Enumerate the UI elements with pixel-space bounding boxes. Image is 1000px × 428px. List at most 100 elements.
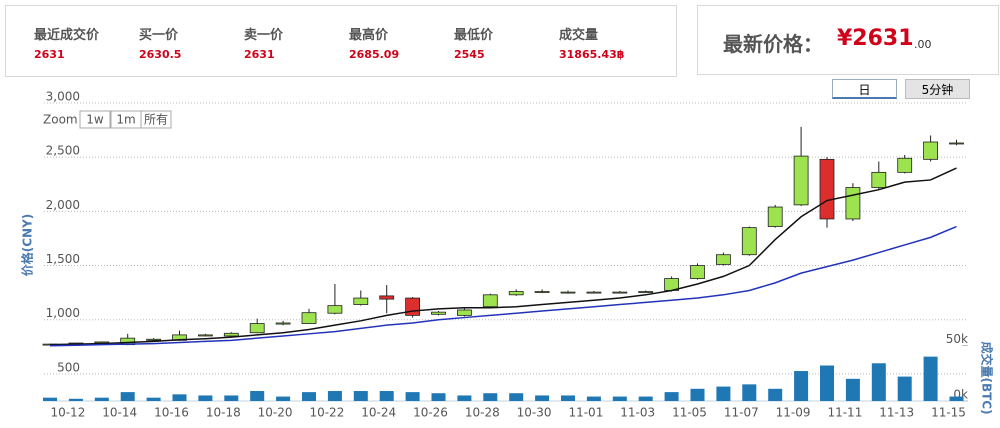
x-tick-label: 10-22 (309, 406, 344, 420)
candle-body (793, 155, 809, 206)
x-tick-label: 11-07 (724, 406, 759, 420)
candle-body (845, 187, 861, 220)
candle-body (638, 291, 654, 293)
x-tick-label: 10-28 (465, 406, 500, 420)
candle-body (741, 227, 757, 256)
volume-bar (612, 396, 627, 401)
ticker-box: 最近成交价 2631 买一价 2630.5 卖一价 2631 最高价 2685.09 最低价 25… (5, 5, 677, 77)
candle-body (871, 171, 887, 188)
x-tick-label: 11-01 (568, 406, 603, 420)
x-tick-label: 11-09 (776, 406, 811, 420)
ticker-value: 2631 (244, 48, 275, 61)
ma-line (49, 225, 957, 347)
volume-bar (302, 392, 316, 401)
volume-bar (845, 378, 860, 401)
ticker-label: 最低价 (454, 28, 494, 43)
volume-bar (820, 365, 834, 401)
volume-bar (68, 398, 83, 401)
volume-bar (250, 391, 265, 401)
volume-bar (716, 386, 731, 401)
zoom-button-label[interactable]: 所有 (144, 113, 168, 127)
candle-body (586, 291, 602, 294)
candle-body (482, 294, 498, 308)
candle-body (897, 157, 913, 173)
candle-body (716, 254, 731, 265)
x-tick-label: 11-11 (827, 406, 862, 420)
volume-bar (43, 397, 57, 401)
y-axis-label: 价格(CNY) (20, 214, 35, 277)
volume-bar (768, 388, 783, 401)
candle-body (456, 309, 472, 316)
ma-line (49, 167, 957, 346)
volume-bar (638, 396, 653, 401)
x-tick-label: 11-03 (620, 406, 655, 420)
volume-bar (120, 392, 135, 401)
volume-bar (690, 388, 705, 401)
zoom-button[interactable] (140, 110, 172, 129)
zoom-button-label[interactable]: 1w (86, 113, 104, 127)
volume-bar (457, 395, 472, 401)
x-tick-label: 10-20 (258, 406, 293, 420)
volume-bar (327, 391, 342, 401)
zoom-button[interactable] (79, 110, 111, 129)
candle-body (690, 265, 705, 279)
y2-tick-label: 50k (946, 332, 968, 346)
latest-decimals: .00 (914, 38, 932, 51)
ticker-label: 最高价 (349, 28, 389, 43)
latest-value: ¥2631 (837, 26, 914, 51)
candle-body (379, 295, 395, 300)
x-tick-label: 11-13 (879, 406, 914, 420)
volume-bar (224, 395, 239, 401)
candle-body (327, 305, 343, 314)
candle-body (949, 142, 964, 145)
tab[interactable]: 5分钟 (905, 79, 970, 99)
y2-axis-label: 成交量(BTC) (980, 341, 995, 414)
candle-body (146, 338, 162, 341)
tab[interactable]: 日 (832, 79, 897, 99)
x-tick-label: 10-12 (50, 406, 85, 420)
candle-body (223, 332, 239, 337)
candle-body (301, 312, 317, 324)
ticker-value: 2630.5 (139, 48, 182, 61)
y-tick-label: 2,000 (46, 198, 80, 212)
x-tick-label: 10-16 (154, 406, 189, 420)
ticker-label: 卖一价 (244, 28, 284, 43)
volume-bar (276, 396, 291, 401)
candle-body (405, 297, 421, 316)
x-tick-label: 10-26 (413, 406, 448, 420)
volume-bar (379, 391, 394, 401)
volume-bar (353, 391, 368, 401)
volume-bar (431, 393, 446, 401)
candle-body (275, 322, 291, 325)
volume-bar (198, 395, 213, 401)
y-tick-label: 1,000 (46, 306, 80, 320)
ticker-label: 成交量 (559, 28, 599, 43)
zoom-button-label[interactable]: 1m (116, 113, 135, 127)
ticker-label: 最近成交价 (34, 28, 100, 43)
x-tick-label: 11-15 (931, 406, 966, 420)
ticker-value: 2631 (34, 48, 65, 61)
y-tick-label: 2,500 (46, 144, 80, 158)
y-tick-label: 500 (57, 360, 80, 374)
volume-bar (483, 393, 498, 401)
candle-body (923, 141, 938, 160)
volume-bar (586, 396, 601, 401)
candle-body (249, 323, 265, 334)
candle-body (560, 291, 576, 294)
candle-body (819, 158, 835, 220)
zoom-label: Zoom (43, 113, 78, 127)
ticker-value: 2685.09 (349, 48, 400, 61)
candle-body (353, 297, 369, 305)
candle-body (767, 206, 783, 227)
volume-bar (664, 392, 679, 401)
latest-label: 最新价格： (723, 32, 823, 56)
latest-box: 最新价格： ¥2631 .00 (697, 5, 999, 75)
volume-bar (509, 393, 524, 401)
volume-bar (405, 392, 420, 401)
x-tick-label: 10-24 (361, 406, 396, 420)
volume-bar (897, 376, 912, 401)
x-tick-label: 10-14 (102, 406, 137, 420)
x-tick-label: 10-18 (206, 406, 241, 420)
volume-bar (172, 394, 187, 401)
